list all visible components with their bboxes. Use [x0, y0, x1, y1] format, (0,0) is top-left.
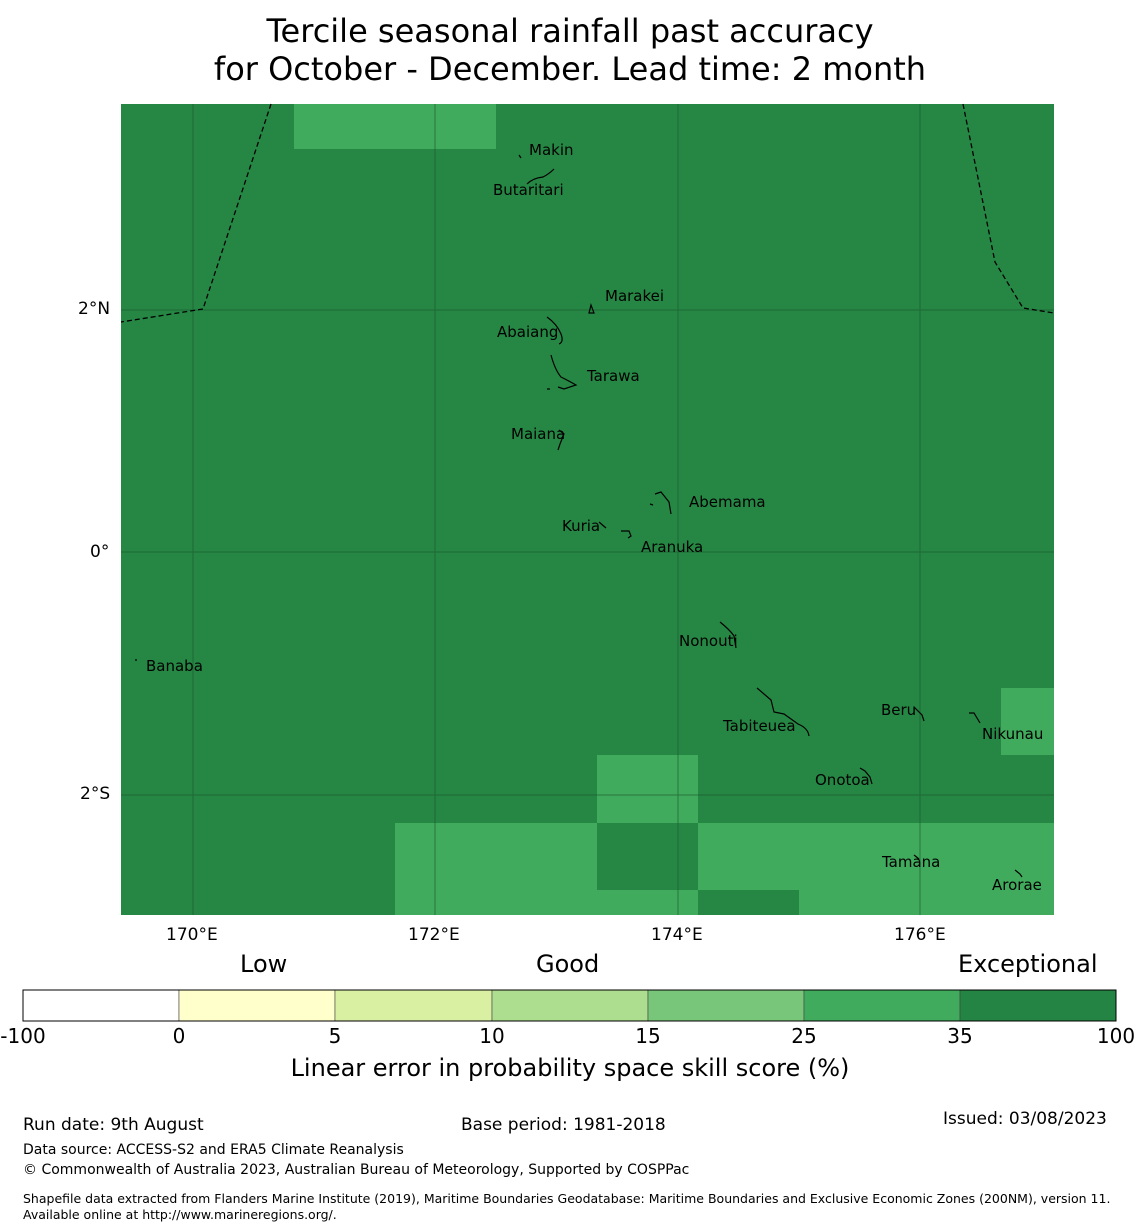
base-period: Base period: 1981-2018	[461, 1115, 666, 1135]
skill-cell	[799, 890, 1054, 915]
eez-boundary-east	[962, 103, 1055, 314]
shapefile-note: Shapefile data extracted from Flanders M…	[23, 1191, 1111, 1222]
island-outline	[557, 429, 565, 451]
colorbar-segment	[803, 989, 961, 1022]
category-label-exceptional: Exceptional	[958, 950, 1098, 978]
colorbar-segment	[959, 989, 1117, 1022]
island-label: Tarawa	[586, 367, 640, 385]
island-label: Tamana	[881, 853, 940, 871]
issued-date: Issued: 03/08/2023	[943, 1109, 1107, 1129]
island-outline	[1014, 869, 1023, 878]
colorbar-tick: 25	[791, 1024, 817, 1048]
data-source: Data source: ACCESS-S2 and ERA5 Climate …	[23, 1142, 404, 1158]
island-outline	[913, 854, 920, 860]
lon-tick-label: 172°E	[408, 925, 460, 945]
skill-cell	[698, 823, 1054, 890]
island-outline	[756, 687, 810, 737]
island-outline	[546, 316, 563, 345]
island-outline	[649, 503, 654, 506]
island-label: Marakei	[605, 287, 664, 305]
lat-tick-label: 2°N	[78, 299, 111, 319]
lat-tick-label: 2°S	[80, 784, 111, 804]
skill-cell	[597, 890, 698, 915]
skill-cell	[1001, 688, 1054, 755]
colorbar-segment	[647, 989, 805, 1022]
island-outline	[621, 530, 632, 539]
island-label: Makin	[529, 141, 574, 159]
island-outline	[550, 354, 578, 390]
island-outline	[598, 521, 607, 529]
island-label: Nikunau	[982, 725, 1043, 743]
lat-tick-label: 0°	[90, 542, 110, 562]
colorbar-tick: 15	[635, 1024, 661, 1048]
island-outline	[518, 154, 522, 159]
island-label: Tabiteuea	[722, 717, 796, 735]
map-canvas: Makin Butaritari Marakei Abaiang Tarawa Maian…	[120, 103, 1055, 915]
island-label: Onotoa	[815, 771, 870, 789]
island-label: Beru	[881, 701, 916, 719]
island-label: Kuria	[562, 517, 600, 535]
colorbar-tick: -100	[0, 1024, 46, 1048]
title-line-2: for October - December. Lead time: 2 mon…	[213, 50, 927, 88]
colorbar-tick: 35	[947, 1024, 973, 1048]
run-date: Run date: 9th August	[23, 1115, 204, 1135]
category-label-low: Low	[240, 950, 288, 978]
island-outline	[719, 621, 737, 649]
colorbar-segment	[22, 989, 180, 1022]
island-outline	[526, 168, 555, 185]
copyright: © Commonwealth of Australia 2023, Austra…	[23, 1162, 690, 1178]
island-label: Butaritari	[493, 181, 564, 199]
island-label: Arorae	[992, 876, 1042, 894]
colorbar-segment	[178, 989, 336, 1022]
island-outline	[969, 712, 981, 724]
island-label: Aranuka	[641, 538, 703, 556]
colorbar-segment	[334, 989, 493, 1022]
colorbar-tick: 10	[479, 1024, 505, 1048]
category-label-good: Good	[536, 950, 600, 978]
island-outline	[859, 767, 873, 785]
skill-cell	[597, 755, 698, 823]
lon-tick-label: 170°E	[166, 925, 218, 945]
skill-cell	[294, 104, 496, 149]
skill-cell	[395, 823, 597, 915]
title-line-1: Tercile seasonal rainfall past accuracy	[266, 12, 874, 50]
colorbar-title: Linear error in probability space skill …	[290, 1054, 850, 1082]
island-labels: Makin Butaritari Marakei Abaiang Tarawa Maian…	[146, 141, 1043, 894]
island-label: Nonouti	[679, 632, 738, 650]
colorbar	[22, 989, 1117, 1022]
colorbar-tick: 0	[172, 1024, 186, 1048]
island-outline	[588, 302, 595, 314]
island-label: Maiana	[511, 425, 565, 443]
island-outline	[913, 706, 925, 722]
colorbar-frame	[22, 989, 1117, 1022]
island-label: Abemama	[689, 493, 766, 511]
colorbar-tick: 100	[1096, 1024, 1136, 1048]
lon-tick-label: 176°E	[894, 925, 946, 945]
island-outline	[654, 491, 672, 515]
map-background	[121, 104, 1054, 915]
island-label: Abaiang	[497, 323, 558, 341]
lon-tick-label: 174°E	[651, 925, 703, 945]
island-label: Banaba	[146, 657, 203, 675]
colorbar-segment	[491, 989, 649, 1022]
colorbar-tick: 5	[328, 1024, 342, 1048]
